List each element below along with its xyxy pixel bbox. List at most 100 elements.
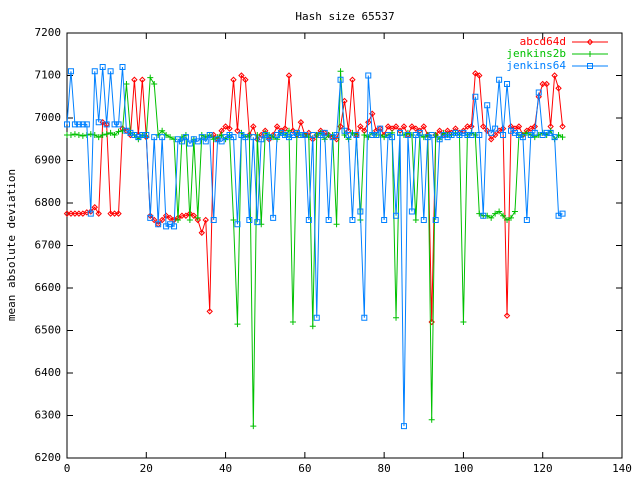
- data-point: [230, 134, 237, 141]
- data-point: [202, 216, 209, 224]
- x-tick-label: 100: [453, 462, 473, 475]
- data-point: [79, 132, 86, 139]
- data-point: [309, 323, 316, 330]
- data-point: [242, 76, 249, 83]
- data-point: [155, 221, 162, 228]
- data-point: [412, 125, 420, 132]
- data-point: [361, 314, 368, 321]
- data-point: [159, 127, 166, 134]
- y-tick-label: 6300: [35, 409, 62, 422]
- legend-label: jenkins2b: [506, 47, 566, 60]
- data-point: [428, 132, 435, 138]
- data-point: [547, 129, 554, 136]
- data-point: [115, 121, 122, 128]
- data-point: [71, 131, 78, 138]
- data-point: [67, 68, 74, 75]
- data-point: [468, 123, 475, 130]
- data-point: [345, 132, 352, 138]
- data-point: [384, 123, 392, 130]
- data-point: [250, 123, 257, 130]
- data-point: [420, 123, 427, 130]
- data-point: [139, 132, 146, 138]
- data-point: [480, 123, 487, 130]
- data-point: [67, 132, 74, 138]
- data-point: [432, 217, 439, 223]
- data-point: [349, 76, 356, 83]
- data-point: [75, 132, 82, 138]
- data-point: [393, 212, 400, 219]
- data-point: [436, 136, 443, 143]
- data-point: [210, 217, 217, 223]
- data-point: [286, 127, 292, 134]
- data-point: [151, 134, 158, 141]
- data-point: [496, 76, 503, 83]
- data-point: [496, 208, 503, 215]
- data-point: [428, 416, 435, 423]
- data-point: [408, 208, 415, 215]
- data-point: [559, 134, 566, 141]
- data-point: [175, 217, 181, 223]
- data-point: [266, 134, 273, 141]
- x-tick-label: 40: [219, 462, 232, 475]
- data-point: [147, 214, 154, 221]
- data-point: [171, 223, 178, 230]
- data-point: [230, 76, 237, 83]
- data-point: [250, 423, 257, 430]
- data-point: [71, 121, 78, 128]
- data-point: [190, 212, 198, 219]
- data-point: [194, 214, 201, 221]
- data-point: [87, 210, 94, 217]
- series-line: [66, 66, 563, 427]
- data-point: [412, 217, 419, 223]
- data-point: [420, 217, 427, 223]
- data-point: [182, 134, 189, 141]
- data-point: [103, 131, 110, 138]
- y-tick-label: 6900: [35, 154, 62, 167]
- data-point: [543, 80, 550, 88]
- data-point: [559, 210, 566, 217]
- data-point: [186, 140, 193, 147]
- data-point: [420, 134, 427, 141]
- data-point: [119, 64, 126, 70]
- data-point: [107, 129, 114, 136]
- data-point: [246, 217, 253, 223]
- data-point: [515, 123, 523, 130]
- data-point: [64, 121, 70, 128]
- data-point: [147, 74, 154, 81]
- data-point: [242, 134, 249, 141]
- data-point: [464, 132, 471, 138]
- data-point: [119, 127, 126, 134]
- data-point: [289, 319, 296, 325]
- data-point: [115, 128, 122, 135]
- data-point: [83, 121, 90, 128]
- data-point: [333, 132, 340, 138]
- data-point: [270, 214, 277, 221]
- data-point: [198, 134, 205, 141]
- x-tick-label: 0: [64, 462, 71, 475]
- data-point: [194, 216, 202, 224]
- data-point: [487, 136, 495, 143]
- data-point: [357, 208, 364, 215]
- data-point: [408, 123, 416, 130]
- data-point: [258, 136, 265, 143]
- data-point: [484, 102, 491, 109]
- y-tick-label: 6400: [35, 366, 62, 379]
- data-point: [198, 229, 205, 236]
- data-point: [218, 138, 225, 145]
- data-point: [99, 64, 106, 70]
- y-tick-label: 6800: [35, 196, 62, 209]
- data-point: [492, 125, 499, 132]
- data-point: [111, 132, 118, 138]
- data-point: [531, 129, 538, 136]
- data-point: [167, 134, 174, 141]
- y-tick-label: 7000: [35, 111, 62, 124]
- data-point: [79, 121, 86, 128]
- data-point: [484, 212, 491, 219]
- data-point: [206, 132, 213, 138]
- data-point: [504, 217, 511, 223]
- data-point: [171, 136, 178, 143]
- chart-title: Hash size 65537: [295, 10, 394, 23]
- data-point: [551, 72, 558, 79]
- data-point: [468, 132, 475, 138]
- data-point: [75, 121, 82, 128]
